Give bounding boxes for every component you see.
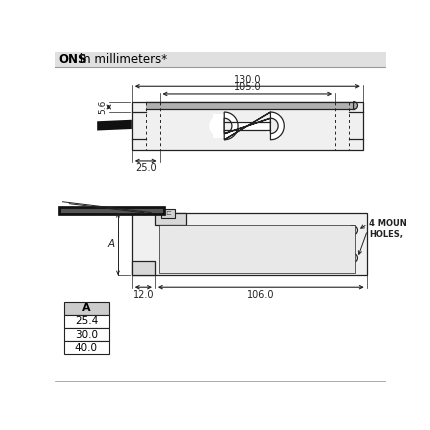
Text: 4 MOUN
HOLES,: 4 MOUN HOLES, [369,219,407,239]
Bar [55,52,386,67]
Bar [159,225,355,273]
Bar [213,114,226,138]
Circle shape [167,228,171,232]
Circle shape [209,115,230,136]
Text: 30.0: 30.0 [75,329,98,340]
Bar [161,209,175,218]
Bar [269,114,281,138]
PathPatch shape [224,118,278,134]
Text: 5.6: 5.6 [98,100,107,114]
Bar [64,341,109,354]
Bar [155,213,186,225]
Circle shape [264,115,286,136]
Text: 25.0: 25.0 [135,163,157,173]
Bar [146,101,353,109]
Bar [132,213,367,275]
Text: 25.4: 25.4 [75,316,98,326]
Circle shape [348,253,357,263]
Text: ⊏: ⊏ [165,210,171,216]
Bar [64,328,109,341]
Circle shape [164,226,173,235]
Text: A: A [82,304,91,313]
Bar [226,121,269,131]
Text: ONS: ONS [58,53,86,66]
Circle shape [348,226,357,235]
Text: 12.0: 12.0 [132,289,154,300]
Text: 105.0: 105.0 [233,83,261,92]
Text: 106.0: 106.0 [247,289,274,300]
Text: 130.0: 130.0 [233,75,261,85]
Circle shape [164,253,173,263]
Circle shape [351,256,355,260]
Bar [132,101,363,150]
Text: 40.0: 40.0 [75,343,98,353]
Polygon shape [97,120,132,131]
Bar [64,315,109,328]
Circle shape [167,256,171,260]
Text: A: A [108,239,115,249]
Bar [64,302,109,315]
Text: in millimeters*: in millimeters* [77,53,168,66]
Circle shape [351,228,355,232]
PathPatch shape [224,112,284,140]
Bar [132,261,155,275]
Wedge shape [353,101,357,109]
